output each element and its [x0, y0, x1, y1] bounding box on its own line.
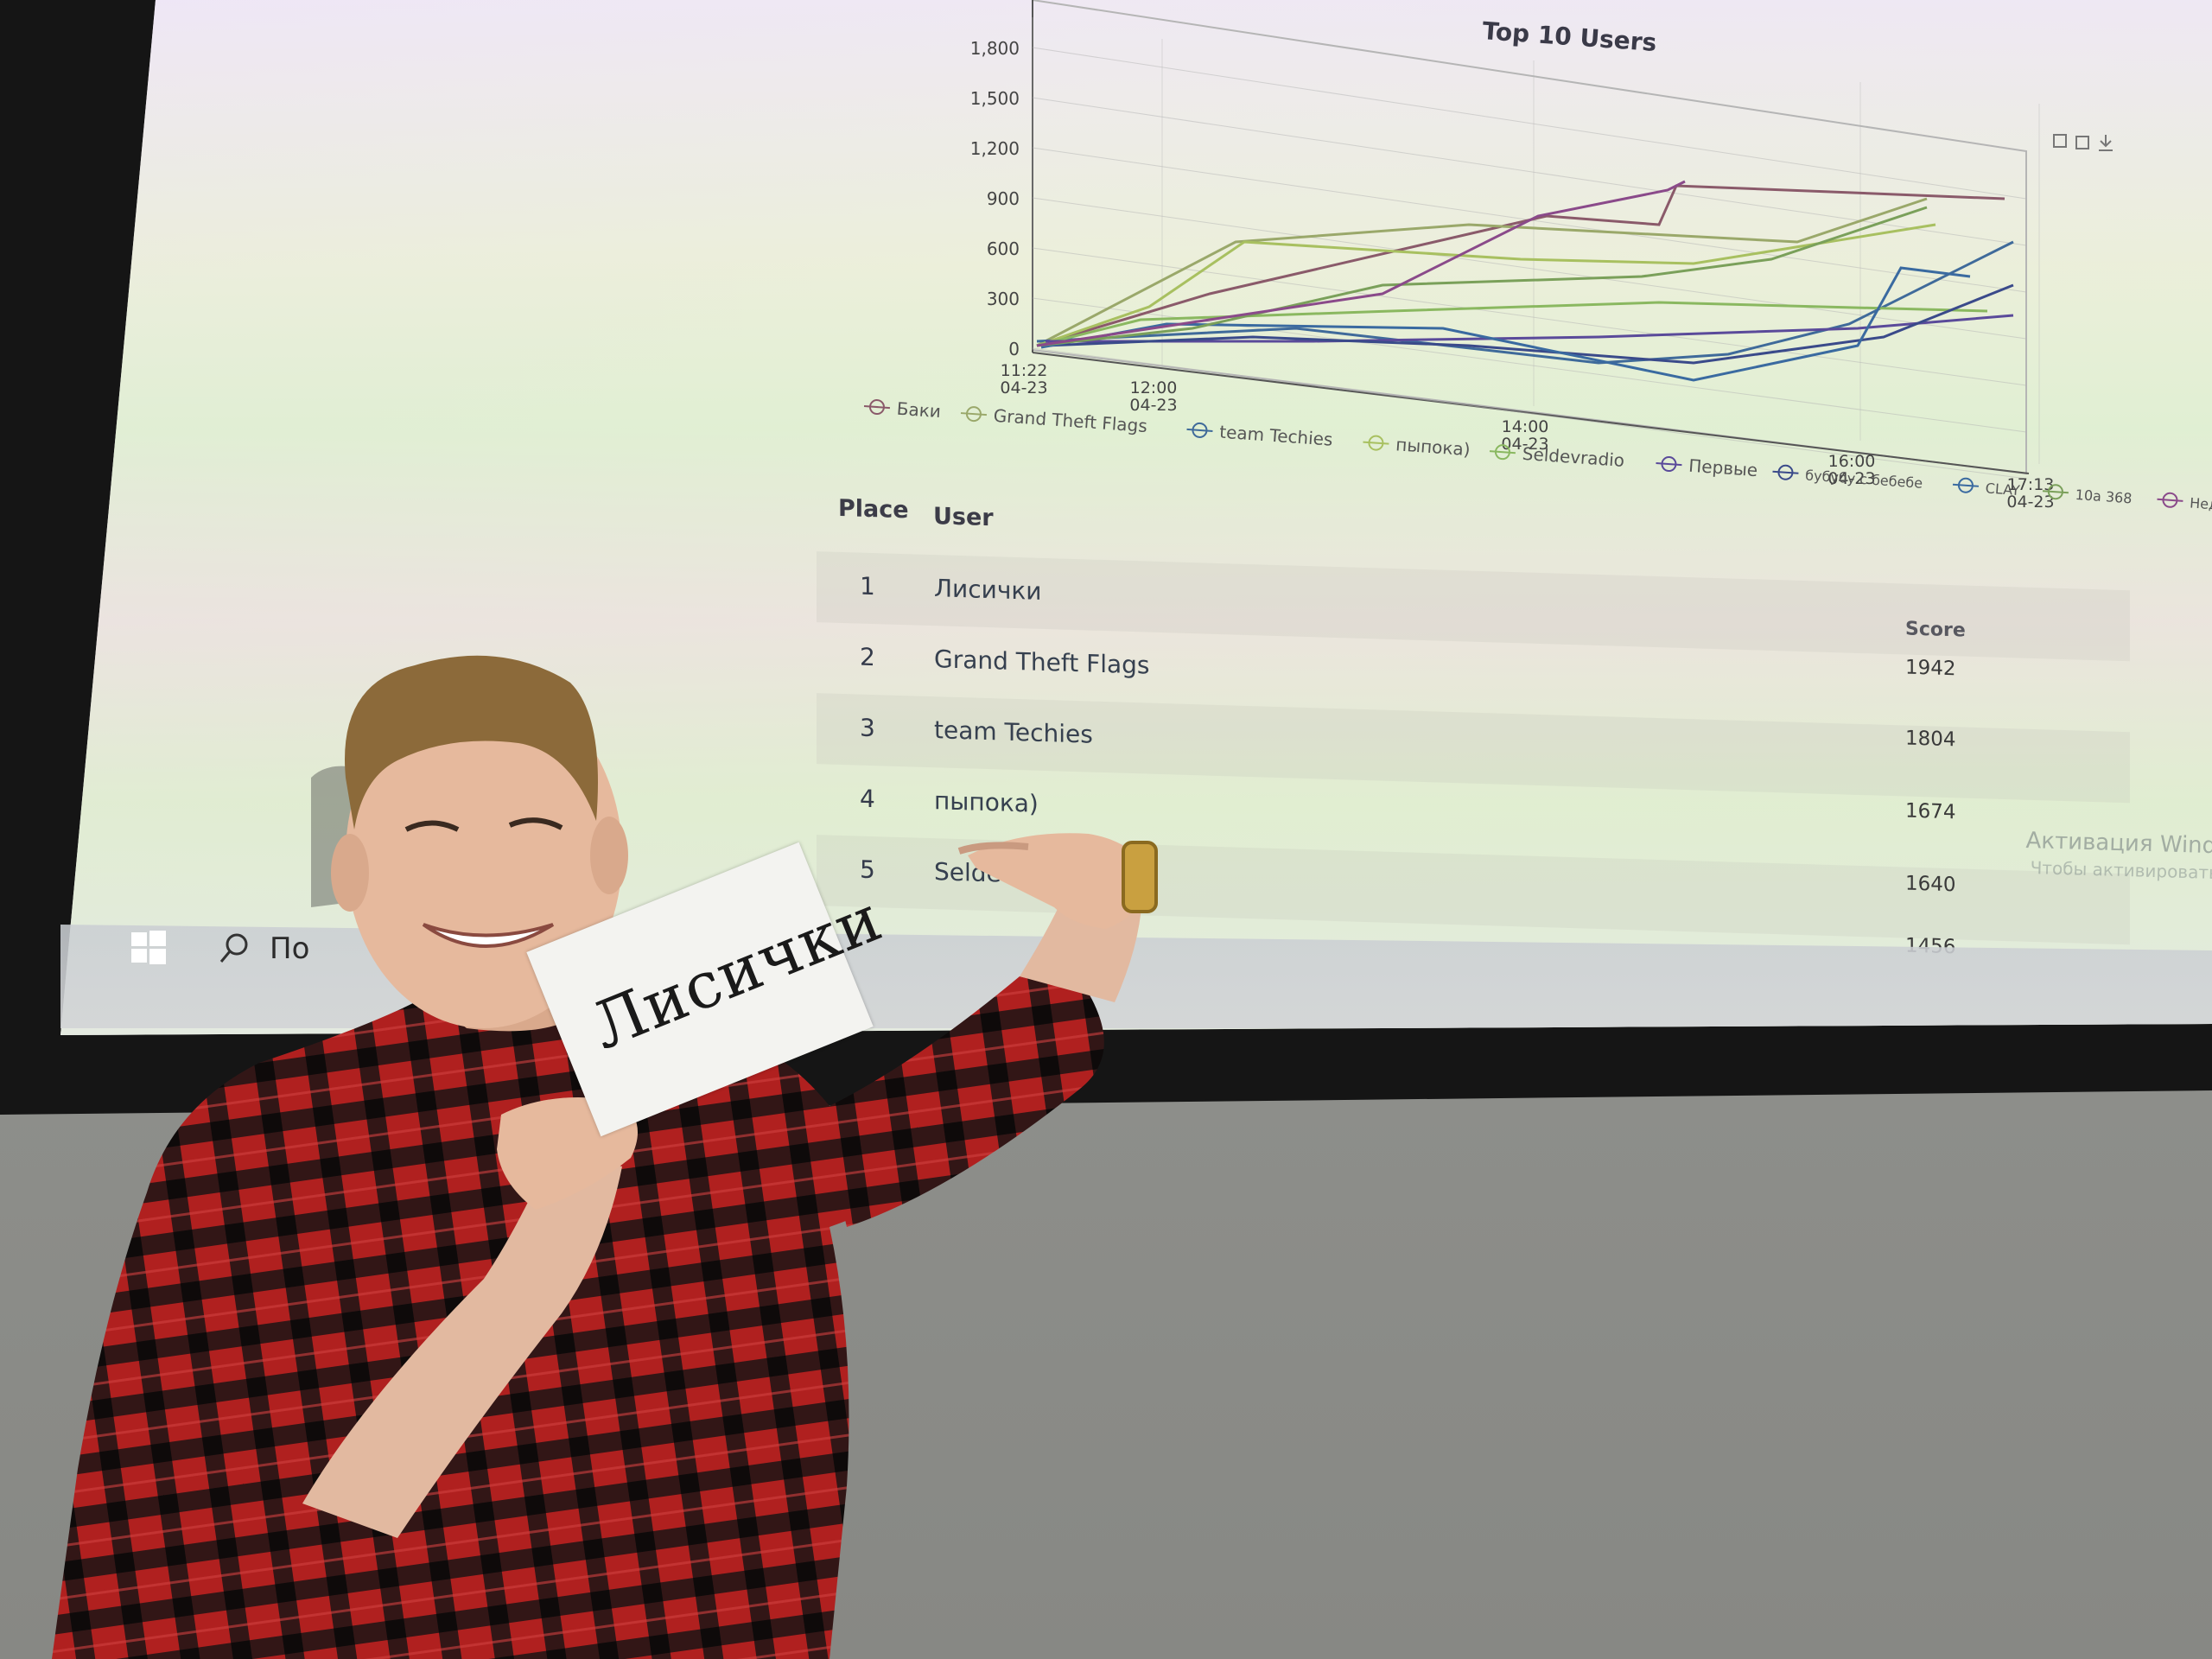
row-user: team Techies [934, 715, 1093, 749]
legend-item[interactable]: Первые [1656, 453, 1758, 480]
zoom-icon[interactable] [2053, 134, 2067, 148]
y-tick-label: 1,800 [970, 38, 1020, 59]
x-tick-label-date: 04-23 [1129, 396, 1177, 415]
row-place: 5 [860, 855, 875, 885]
legend-label: team Techies [1219, 422, 1334, 450]
legend-marker-icon [1494, 444, 1510, 461]
taskbar-search-box[interactable]: По [270, 931, 310, 966]
y-gridline [1032, 47, 2027, 200]
series-line [1036, 197, 1928, 347]
y-tick-label: 600 [987, 238, 1020, 259]
legend-marker-icon [1192, 422, 1208, 438]
legend-item[interactable]: Баки [863, 396, 942, 422]
x-tick-label-date: 04-23 [1827, 469, 1875, 488]
legend-line-icon [863, 405, 890, 410]
series-line [1036, 180, 1686, 347]
zoom-reset-icon[interactable] [2075, 136, 2089, 149]
legend-item[interactable]: Недохакеры какие-то [2157, 492, 2212, 522]
y-gridline [1032, 247, 2027, 386]
x-tick-label-date: 04-23 [1501, 435, 1548, 454]
row-score: 1640 [1905, 872, 1956, 897]
series-line [1036, 301, 1988, 347]
row-score: 1804 [1905, 727, 1956, 752]
legend-marker-icon [2047, 484, 2063, 500]
series-line [1046, 314, 2014, 343]
chart-toolbox [2052, 130, 2121, 159]
legend-item[interactable]: Grand Theft Flags [960, 403, 1148, 436]
legend-label: Grand Theft Flags [993, 405, 1147, 436]
legend-line-icon [960, 412, 987, 416]
legend-line-icon [1489, 450, 1516, 454]
series-line [1036, 206, 1928, 347]
legend-marker-icon [868, 399, 885, 416]
y-gridline [1032, 197, 2027, 340]
legend-marker-icon [1777, 464, 1794, 480]
windows-start-icon[interactable] [130, 929, 168, 967]
legend-label: Первые [1688, 455, 1758, 481]
leaderboard-table: Place User Score 1 Лисички 2 Grand Theft… [812, 484, 2134, 972]
row-user: пыпока) [934, 786, 1039, 818]
legend-line-icon [1772, 470, 1799, 474]
chart-root: Top 10 Users 1,800 1,500 1,200 900 600 300 0 11:… [863, 0, 2212, 522]
legend-label: Баки [896, 398, 942, 423]
legend-label: Seldevradio [1522, 443, 1625, 471]
series-line [1036, 223, 1936, 347]
plot-area [1032, 0, 2027, 475]
legend-line-icon [2042, 490, 2069, 494]
row-user: Grand Theft Flags [934, 645, 1150, 680]
column-header-user[interactable]: User [933, 503, 994, 532]
row-place: 4 [860, 784, 875, 814]
search-icon[interactable] [216, 929, 254, 967]
legend-line-icon [2157, 498, 2183, 502]
legend-line-icon [1186, 428, 1213, 432]
legend-item[interactable]: team Techies [1186, 419, 1334, 450]
y-tick-label: 300 [987, 289, 1020, 309]
legend-label: Недохакеры какие-то [2190, 494, 2212, 522]
series-line [1045, 283, 2014, 365]
x-tick-label-date: 04-23 [2006, 493, 2054, 512]
download-icon[interactable] [2099, 135, 2113, 151]
column-header-place[interactable]: Place [838, 494, 909, 524]
legend-line-icon [1656, 461, 1682, 467]
legend-label: пыпока) [1395, 434, 1471, 460]
series-line [1040, 266, 1971, 382]
legend-label: CLAY [1985, 480, 2020, 499]
legend-marker-icon [2162, 492, 2178, 508]
legend-line-icon [1363, 441, 1389, 445]
x-tick-label-time: 17:13 [2007, 475, 2055, 494]
y-tick-label: 0 [1008, 339, 1020, 359]
legend-label: 10a 368 [2075, 486, 2133, 507]
legend-item[interactable]: CLAY [1952, 477, 2021, 499]
row-score: 1942 [1905, 656, 1956, 681]
series-line [1036, 184, 2005, 347]
row-place: 3 [860, 713, 875, 743]
x-axis [1032, 352, 2030, 474]
x-tick-label-time: 12:00 [1130, 378, 1178, 397]
legend-item[interactable]: пыпока) [1363, 432, 1471, 461]
x-tick-label-time: 14:00 [1502, 417, 1549, 436]
legend-marker-icon [1957, 477, 1974, 493]
row-score: 1674 [1905, 799, 1956, 824]
legend-marker-icon [1368, 435, 1384, 451]
y-tick-label: 1,200 [970, 138, 1020, 159]
legend-marker-icon [1661, 456, 1677, 473]
x-tick-label-date: 04-23 [1000, 378, 1047, 397]
y-gridline [1032, 347, 2027, 480]
legend-item[interactable]: 10a 368 [2042, 484, 2133, 506]
x-tick-label-time: 16:00 [1828, 452, 1876, 471]
y-tick-label: 900 [987, 188, 1020, 209]
legend-line-icon [1952, 483, 1979, 487]
x-tick-label-time: 11:22 [1001, 361, 1048, 380]
row-place: 2 [860, 642, 875, 672]
y-tick-label: 1,500 [970, 88, 1020, 109]
row-user: Seldevradio [934, 857, 1077, 891]
row-user: Лисички [934, 574, 1042, 606]
legend-marker-icon [965, 406, 982, 423]
row-place: 1 [860, 571, 875, 601]
chart-title: Top 10 Users [1482, 16, 1658, 57]
